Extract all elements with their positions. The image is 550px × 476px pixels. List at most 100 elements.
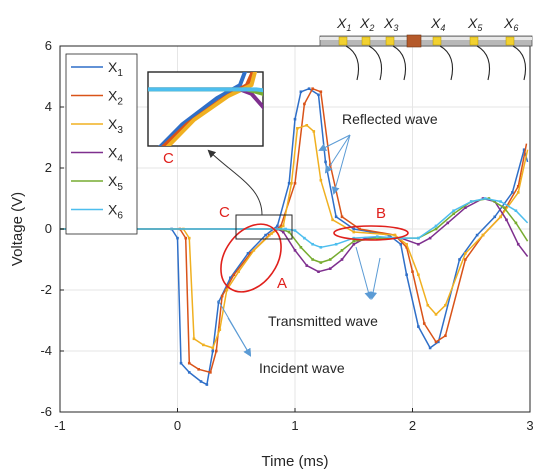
series-point-x6 — [352, 236, 356, 240]
series-point-x3 — [192, 337, 196, 341]
sensor-lead-x1 — [345, 45, 360, 81]
series-point-x2 — [209, 371, 212, 374]
series-point-x6 — [319, 246, 323, 249]
sensor-lead-x5 — [476, 45, 491, 81]
series-point-x3 — [405, 242, 408, 246]
series-point-x6 — [293, 229, 297, 232]
y-tick-label: 0 — [45, 221, 52, 236]
series-point-x6 — [469, 200, 473, 203]
series-point-x1 — [399, 242, 403, 246]
incident-wave-label: Incident wave — [259, 360, 345, 376]
series-line-x2 — [60, 87, 528, 374]
sensor-lead-x3 — [392, 45, 407, 81]
series-point-x1 — [352, 227, 356, 231]
y-tick-label: 2 — [45, 160, 52, 175]
series-point-x3 — [270, 232, 273, 235]
reflected-wave-label: Reflected wave — [342, 111, 438, 127]
y-tick-label: -6 — [40, 404, 52, 419]
series-point-x3 — [393, 233, 397, 237]
series-point-x3 — [434, 313, 438, 316]
series-point-x1 — [199, 380, 203, 383]
x-tick-label: -1 — [54, 418, 66, 433]
x-tick-label: 0 — [174, 418, 181, 433]
series-point-x2 — [358, 227, 361, 231]
series-point-x3 — [281, 224, 285, 228]
legend-label-x6: X6 — [108, 202, 123, 222]
series-point-x6 — [484, 197, 487, 200]
region-b-ellipse — [333, 225, 409, 241]
series-point-x4 — [340, 258, 344, 261]
sensor-lead-x2 — [368, 45, 383, 81]
series-point-x3 — [444, 303, 447, 307]
legend: X1 X2 X3 X4 X5 X6 — [65, 53, 138, 235]
series-point-x3 — [290, 181, 293, 185]
series-point-x2 — [444, 334, 447, 338]
transmitted-wave-label: Transmitted wave — [268, 313, 378, 329]
sensor-label-x2: X2 — [359, 15, 374, 33]
series-point-x2 — [411, 270, 414, 273]
series-point-x2 — [187, 361, 191, 365]
legend-label-x3: X3 — [108, 116, 123, 136]
series-point-x1 — [211, 349, 215, 353]
series-point-x5 — [340, 249, 344, 252]
series-point-x1 — [511, 191, 514, 194]
series-point-x2 — [214, 349, 218, 353]
transmitted-arrow-1 — [355, 246, 373, 300]
incident-arrow-2 — [227, 317, 252, 357]
label-c-main: C — [219, 204, 230, 221]
sensor-x4 — [432, 36, 442, 46]
series-point-x1 — [405, 273, 408, 277]
series-point-x2 — [293, 181, 297, 185]
series-point-x4 — [317, 270, 320, 273]
legend-label-x5: X5 — [108, 173, 123, 193]
y-axis-ticks: -6 -4 -2 0 2 4 6 — [40, 38, 64, 419]
series-point-x3 — [481, 233, 485, 237]
series-point-x1 — [522, 148, 526, 151]
series-point-x2 — [184, 236, 188, 240]
inset-zoom: C — [147, 71, 264, 167]
series-point-x1 — [187, 371, 191, 374]
x-tick-label: 3 — [526, 418, 533, 433]
series-point-x1 — [475, 233, 479, 237]
series-point-x2 — [516, 185, 520, 188]
series-point-x3 — [464, 252, 467, 255]
sensor-x6 — [505, 36, 515, 46]
y-tick-label: 4 — [45, 99, 52, 114]
series-lines — [60, 87, 529, 386]
series-point-x5 — [311, 258, 314, 261]
series-point-x1 — [176, 236, 179, 240]
sensor-marks: X1 X2 X3 X4 X5 X6 — [336, 15, 527, 81]
y-axis-label: Voltage (V) — [9, 192, 26, 266]
series-point-x5 — [514, 221, 518, 225]
sensor-schematic: X1 X2 X3 X4 X5 X6 — [319, 15, 533, 81]
series-point-x4 — [293, 249, 297, 252]
sensor-lead-x6 — [512, 45, 527, 81]
cable-joint — [406, 34, 422, 48]
series-point-x6 — [303, 236, 306, 240]
series-point-x4 — [464, 206, 467, 209]
series-point-x1 — [317, 93, 320, 97]
x-tick-label: 1 — [291, 418, 298, 433]
series-point-x6 — [375, 235, 379, 238]
sensor-x3 — [385, 36, 395, 46]
series-line-x6 — [60, 197, 529, 249]
sensor-x5 — [469, 36, 479, 46]
series-point-x1 — [276, 224, 279, 228]
series-point-x3 — [352, 230, 356, 234]
series-point-x6 — [311, 242, 314, 246]
series-point-x3 — [225, 288, 229, 292]
series-point-x2 — [311, 87, 314, 90]
highlights — [207, 149, 409, 293]
reflected-arrow-3 — [331, 134, 351, 195]
cable-body — [319, 35, 533, 47]
series-point-x6 — [284, 227, 287, 231]
series-point-x1 — [493, 215, 497, 219]
legend-label-x1: X1 — [108, 59, 123, 79]
sensor-label-x3: X3 — [383, 15, 398, 33]
y-tick-label: 6 — [45, 38, 52, 53]
reflected-arrow-1 — [318, 134, 351, 151]
series-point-x3 — [252, 249, 256, 252]
series-point-x6 — [499, 200, 502, 203]
series-point-x3 — [218, 328, 222, 331]
legend-label-x4: X4 — [108, 145, 123, 165]
